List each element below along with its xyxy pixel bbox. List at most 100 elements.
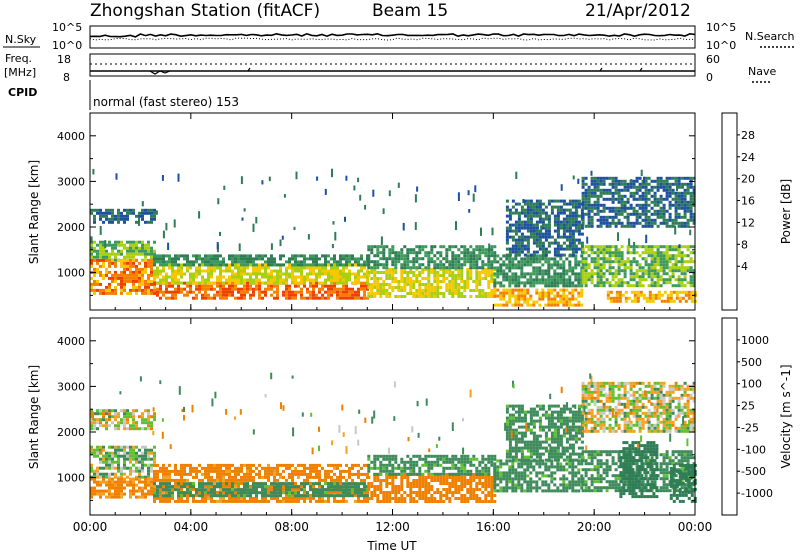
power-cell bbox=[674, 197, 678, 201]
velocity-cell bbox=[288, 463, 291, 467]
power-cell bbox=[529, 223, 533, 227]
power-cell bbox=[638, 278, 642, 282]
velocity-cell bbox=[138, 448, 141, 452]
power-cell bbox=[659, 269, 663, 273]
power-cell bbox=[114, 291, 117, 295]
power-cell bbox=[342, 254, 345, 258]
power-cell bbox=[635, 218, 639, 222]
power-cell bbox=[165, 278, 168, 282]
velocity-cell bbox=[309, 472, 312, 476]
power-cell bbox=[490, 263, 494, 267]
power-cell bbox=[318, 263, 321, 267]
power-cell bbox=[692, 245, 696, 249]
power-cell bbox=[614, 185, 618, 189]
power-cell bbox=[363, 266, 366, 270]
power-cell bbox=[529, 217, 533, 221]
power-cell bbox=[668, 188, 672, 192]
power-cell bbox=[547, 300, 551, 304]
power-cell bbox=[596, 269, 600, 273]
power-cell bbox=[249, 284, 252, 288]
power-cell bbox=[418, 295, 422, 298]
power-cell bbox=[303, 266, 306, 270]
velocity-cell bbox=[162, 475, 165, 479]
velocity-cell bbox=[153, 463, 156, 467]
power-cell bbox=[523, 291, 527, 295]
power-cell bbox=[439, 254, 443, 258]
velocity-cell bbox=[282, 499, 285, 503]
power-cell bbox=[599, 278, 603, 282]
power-cell bbox=[520, 211, 524, 215]
velocity-cell bbox=[270, 484, 273, 488]
power-cell bbox=[285, 281, 288, 285]
velocity-cell bbox=[90, 415, 93, 419]
power-cell bbox=[397, 289, 401, 292]
power-scatter-cell bbox=[577, 178, 580, 184]
power-cell bbox=[168, 275, 171, 279]
power-cell bbox=[481, 248, 485, 252]
velocity-cell bbox=[144, 492, 147, 496]
power-cell bbox=[668, 203, 672, 207]
power-cell bbox=[556, 278, 560, 282]
power-cell bbox=[466, 280, 470, 283]
power-cell bbox=[469, 268, 473, 271]
velocity-cell bbox=[303, 463, 306, 467]
velocity-cell bbox=[168, 469, 171, 473]
velocity-cell bbox=[141, 445, 144, 449]
velocity-cell bbox=[285, 482, 288, 486]
velocity-cell bbox=[243, 494, 246, 498]
velocity-cell bbox=[231, 496, 234, 500]
velocity-cell bbox=[198, 482, 201, 486]
power-cell bbox=[222, 257, 225, 261]
velocity-cell bbox=[141, 427, 144, 431]
power-cell bbox=[541, 247, 545, 251]
power-cell bbox=[288, 287, 291, 291]
power-cell bbox=[574, 244, 578, 248]
velocity-cell bbox=[210, 469, 213, 473]
power-cell bbox=[370, 245, 374, 249]
power-cell bbox=[294, 275, 297, 279]
velocity-cell bbox=[162, 463, 165, 467]
power-cell bbox=[584, 191, 588, 195]
power-cell bbox=[580, 254, 584, 258]
power-cell bbox=[99, 252, 102, 256]
power-cell bbox=[360, 296, 363, 300]
velocity-cell bbox=[270, 466, 273, 470]
velocity-cell bbox=[126, 457, 129, 461]
power-cell bbox=[544, 217, 548, 221]
power-cell bbox=[129, 261, 132, 265]
velocity-cell bbox=[210, 475, 213, 479]
power-cell bbox=[605, 191, 609, 195]
power-cell bbox=[608, 284, 612, 288]
velocity-cell bbox=[171, 469, 174, 473]
velocity-cell bbox=[105, 475, 108, 479]
power-cell bbox=[219, 287, 222, 291]
power-scatter-cell bbox=[223, 185, 226, 190]
velocity-cell bbox=[303, 499, 306, 503]
power-cell bbox=[165, 284, 168, 288]
power-cell bbox=[153, 217, 156, 221]
power-cell bbox=[445, 283, 449, 286]
velocity-cell bbox=[180, 487, 183, 491]
power-cell bbox=[466, 283, 470, 286]
velocity-cell bbox=[339, 475, 342, 479]
power-cell bbox=[499, 269, 503, 273]
power-cell bbox=[376, 245, 380, 249]
velocity-cell bbox=[267, 478, 270, 482]
power-cell bbox=[96, 288, 99, 292]
power-cell bbox=[517, 288, 521, 292]
velocity-cell bbox=[243, 472, 246, 476]
power-cell bbox=[156, 287, 159, 291]
power-cell bbox=[123, 276, 126, 280]
power-scatter-cell bbox=[161, 175, 164, 181]
power-cell bbox=[584, 260, 588, 264]
power-cell bbox=[391, 277, 395, 280]
velocity-cell bbox=[342, 496, 345, 500]
power-cell bbox=[141, 240, 144, 244]
power-cell bbox=[490, 266, 494, 270]
power-cell bbox=[475, 268, 479, 271]
power-cell bbox=[623, 194, 627, 198]
power-cell bbox=[171, 278, 174, 282]
power-cell bbox=[683, 182, 687, 186]
velocity-cell bbox=[129, 466, 132, 470]
power-cell bbox=[427, 286, 431, 289]
